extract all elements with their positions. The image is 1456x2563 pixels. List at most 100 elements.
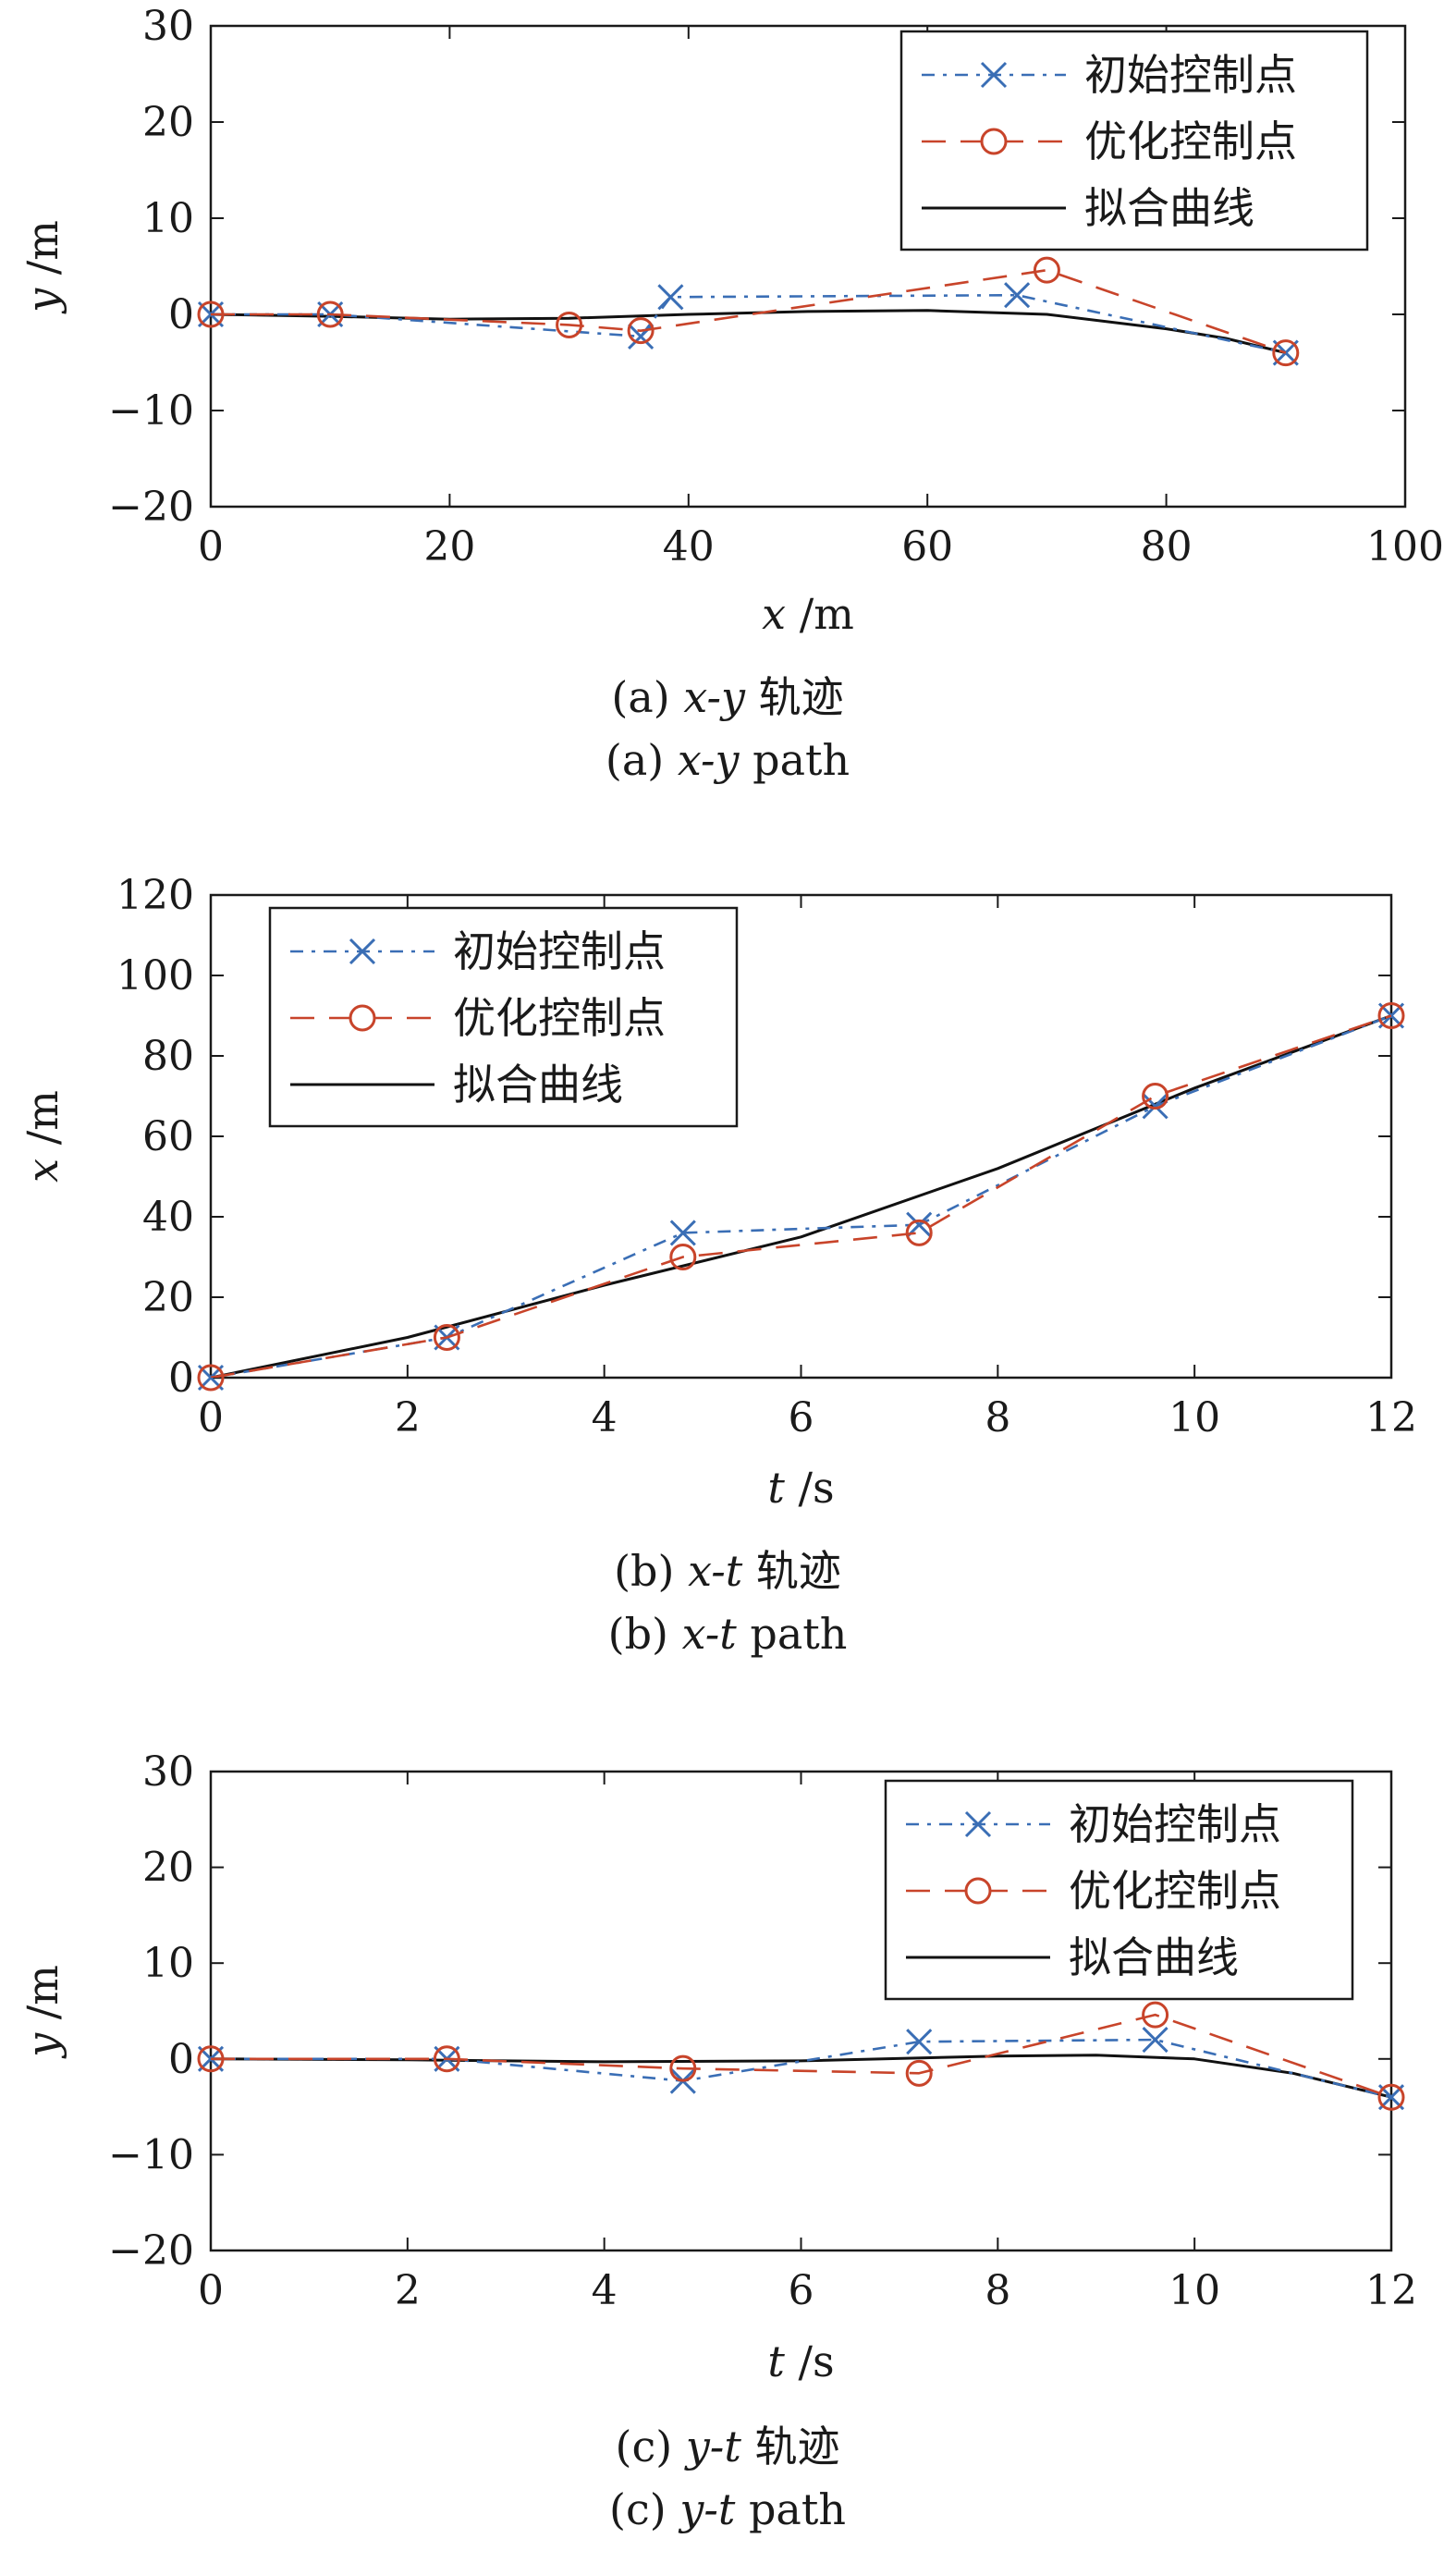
x-tick-label: 10 xyxy=(1168,2267,1220,2314)
y-axis-var: x xyxy=(18,1159,67,1183)
caption-en-var: x-t xyxy=(682,1609,738,1659)
caption-cn-label: (a) xyxy=(611,672,683,722)
markers-optimized xyxy=(197,256,1300,367)
series-initial xyxy=(211,293,1287,354)
point-marker-optimized xyxy=(627,317,655,345)
caption-cn-rest: 轨迹 xyxy=(745,672,844,722)
legend-label-optimized: 优化控制点 xyxy=(1069,1866,1281,1916)
y-axis-var: y xyxy=(18,288,67,314)
series-line-optimized xyxy=(211,268,1287,354)
series-line-initial xyxy=(211,1014,1391,1378)
markers-optimized xyxy=(197,2001,1405,2111)
legend-label-fitted: 拟合曲线 xyxy=(1084,183,1254,233)
x-tick-label: 40 xyxy=(663,523,715,570)
y-tick-label: 40 xyxy=(142,1194,194,1241)
x-tick-label: 4 xyxy=(592,2267,618,2314)
caption-cn-rest: 轨迹 xyxy=(742,1546,841,1596)
markers-initial xyxy=(197,2027,1405,2111)
x-tick-label: 80 xyxy=(1141,523,1193,570)
series-optimized xyxy=(211,1014,1391,1378)
y-tick-label: 10 xyxy=(142,1940,194,1987)
caption-cn-label: (c) xyxy=(616,2422,686,2471)
x-tick-label: 0 xyxy=(198,1394,224,1441)
y-tick-label: 120 xyxy=(116,872,194,919)
y-tick-label: 30 xyxy=(142,3,194,50)
point-marker-optimized xyxy=(197,2045,225,2073)
point-marker-optimized xyxy=(1142,1083,1169,1110)
x-axis-unit: /s xyxy=(785,2336,835,2386)
caption-en-var: x-y xyxy=(678,735,740,785)
caption-en-var: y-t xyxy=(678,2484,736,2534)
y-tick-label: 80 xyxy=(142,1033,194,1080)
point-marker-initial xyxy=(1142,1093,1168,1120)
series-fitted xyxy=(211,1014,1391,1378)
y-tick-label: −10 xyxy=(108,2131,194,2178)
caption-en-label: (b) xyxy=(608,1609,682,1659)
y-axis-unit: /m xyxy=(18,1090,67,1159)
y-tick-label: 60 xyxy=(142,1113,194,1160)
point-marker-optimized xyxy=(669,2054,697,2082)
point-marker-optimized xyxy=(197,1364,225,1392)
caption-en: (b) x-t path xyxy=(608,1609,848,1659)
x-tick-label: 2 xyxy=(395,1394,421,1441)
point-marker-initial xyxy=(1004,282,1031,309)
chart-panel-3: 0 2 4 6 8 10 12 −20 −10 0 10 20 30 t /s y /m (c) y-t 轨迹… xyxy=(18,1748,1417,2534)
x-tick-label: 8 xyxy=(985,1394,1010,1441)
x-tick-label: 0 xyxy=(198,2267,224,2314)
plot-frame xyxy=(209,24,1407,509)
x-tick-label: 12 xyxy=(1365,1394,1417,1441)
point-marker-optimized xyxy=(1377,1002,1405,1029)
legend-label-initial: 初始控制点 xyxy=(1084,50,1297,100)
x-tick-label: 100 xyxy=(1366,523,1444,570)
series-optimized xyxy=(211,268,1287,354)
series-line-fitted xyxy=(211,1014,1391,1378)
caption-cn-label: (b) xyxy=(614,1546,688,1596)
point-marker-optimized xyxy=(1377,2083,1405,2111)
point-marker-optimized xyxy=(1272,339,1300,367)
legend-label-optimized: 优化控制点 xyxy=(1084,116,1297,166)
x-tick-label: 60 xyxy=(901,523,953,570)
caption-cn: (c) y-t 轨迹 xyxy=(616,2422,840,2471)
caption-en-rest: path xyxy=(737,1609,848,1659)
series-initial xyxy=(211,1014,1391,1378)
point-marker-optimized xyxy=(556,311,583,338)
caption-cn: (b) x-t 轨迹 xyxy=(614,1546,841,1596)
legend-label-optimized: 优化控制点 xyxy=(453,993,666,1043)
x-axis-var: t xyxy=(767,1463,785,1513)
y-tick-label: 100 xyxy=(116,952,194,999)
y-tick-label: 30 xyxy=(142,1748,194,1796)
y-tick-label: 20 xyxy=(142,1274,194,1321)
series-line-fitted xyxy=(211,2054,1391,2099)
series-line-initial xyxy=(211,293,1287,354)
legend-marker-optimized xyxy=(980,128,1008,155)
caption-en-rest: path xyxy=(740,735,850,785)
x-tick-label: 6 xyxy=(789,2267,814,2314)
x-axis-label: x /m xyxy=(762,589,854,639)
legend-marker-initial xyxy=(349,938,376,965)
y-tick-label: 0 xyxy=(168,1355,194,1402)
caption-cn-var: x-y xyxy=(683,672,746,722)
series-line-optimized xyxy=(211,1014,1391,1378)
caption-cn: (a) x-y 轨迹 xyxy=(611,672,843,722)
x-tick-label: 6 xyxy=(789,1394,814,1441)
x-tick-label: 2 xyxy=(395,2267,421,2314)
x-axis-label: t /s xyxy=(767,1463,834,1513)
point-marker-optimized xyxy=(433,2045,460,2073)
point-marker-optimized xyxy=(1142,2001,1169,2029)
legend-marker-initial xyxy=(980,61,1008,89)
point-marker-optimized xyxy=(905,1219,933,1246)
x-tick-label: 12 xyxy=(1365,2267,1417,2314)
x-axis-var: t xyxy=(767,2336,785,2386)
x-tick-label: 20 xyxy=(423,523,475,570)
series-initial xyxy=(211,2038,1391,2099)
x-axis-var: x xyxy=(762,589,786,639)
series-optimized xyxy=(211,2013,1391,2099)
point-marker-optimized xyxy=(905,2059,933,2087)
legend-marker-optimized xyxy=(349,1004,376,1032)
caption-en-label: (c) xyxy=(609,2484,679,2534)
caption-en: (c) y-t path xyxy=(609,2484,846,2534)
y-tick-label: 20 xyxy=(142,1845,194,1892)
